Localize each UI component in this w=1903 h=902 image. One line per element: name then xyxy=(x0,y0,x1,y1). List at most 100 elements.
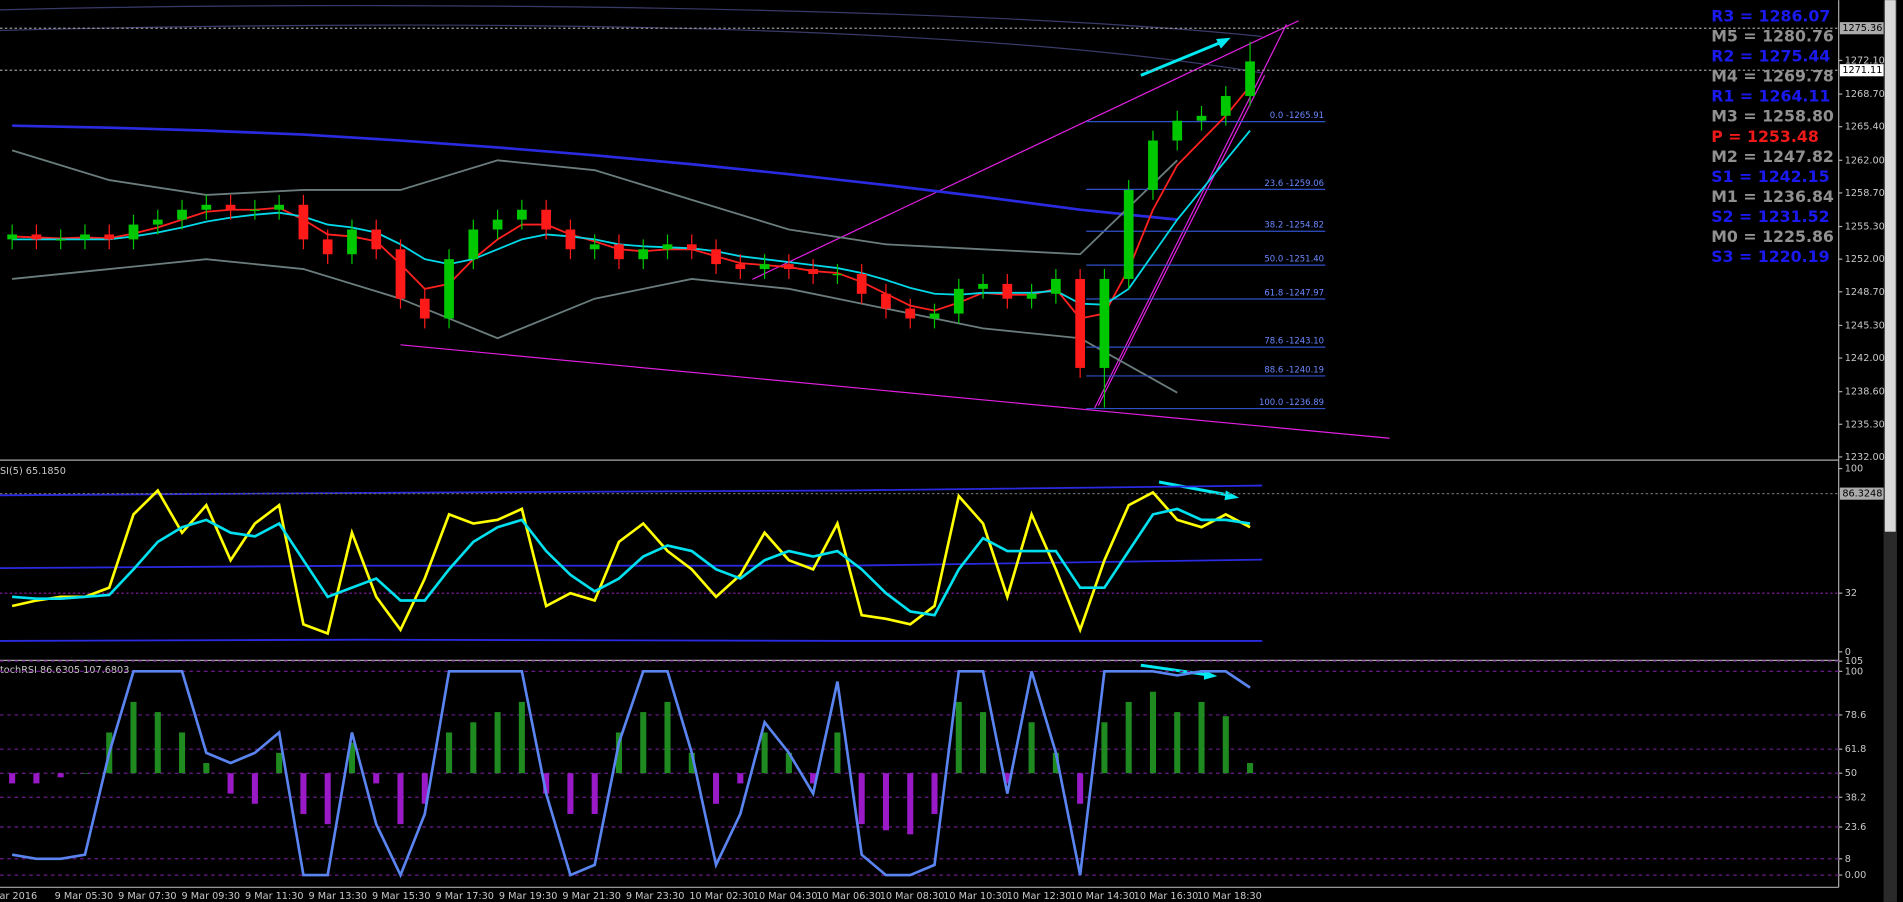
histogram-bar xyxy=(33,773,40,784)
candle-body xyxy=(686,244,697,250)
candle-body xyxy=(298,204,309,240)
pivot-label: S2 = 1231.52 xyxy=(1711,207,1829,226)
y-tick-label: 1268.70 xyxy=(1845,89,1885,100)
fib-label: 23.6 -1259.06 xyxy=(1264,179,1324,189)
candle-body xyxy=(152,219,163,225)
price-box xyxy=(1839,22,1884,35)
histogram-bar xyxy=(615,732,622,774)
fib-label: 38.2 -1254.82 xyxy=(1264,221,1324,231)
x-tick-label: 10 Mar 10:30 xyxy=(943,891,1008,902)
histogram-bar xyxy=(203,763,210,774)
pivot-label: R1 = 1264.11 xyxy=(1711,87,1830,106)
overlay-line xyxy=(12,258,1178,394)
x-tick-label: 10 Mar 04:30 xyxy=(753,891,818,902)
histogram-bar xyxy=(1004,773,1011,784)
x-tick-label: 10 Mar 16:30 xyxy=(1134,891,1199,902)
candle-body xyxy=(832,274,843,276)
candle-body xyxy=(711,249,721,265)
candle-body xyxy=(371,229,382,250)
candle-body xyxy=(177,209,187,220)
histogram-bar xyxy=(931,773,938,814)
candle-body xyxy=(395,249,406,299)
candle-body xyxy=(1026,293,1037,299)
candle-body xyxy=(128,224,139,240)
pivot-label: M0 = 1225.86 xyxy=(1711,227,1834,246)
y-tick-label: 1252.00 xyxy=(1845,254,1885,265)
histogram-bar xyxy=(81,773,88,774)
candle-body xyxy=(881,293,891,309)
candle-body xyxy=(55,239,66,241)
x-tick-label: 9 Mar 15:30 xyxy=(372,891,431,902)
histogram-bar xyxy=(9,773,16,784)
histogram-bar xyxy=(1222,716,1229,774)
arrow xyxy=(1140,39,1224,77)
rsi-band xyxy=(0,558,1263,570)
histogram-bar xyxy=(834,732,841,774)
y-tick-label: 1248.70 xyxy=(1845,287,1885,298)
y-tick-label: 1245.30 xyxy=(1845,320,1885,331)
y-tick-label: 1262.00 xyxy=(1845,155,1885,166)
histogram-bar xyxy=(737,773,744,784)
histogram-bar xyxy=(494,712,501,774)
histogram-bar xyxy=(785,752,792,774)
candle-body xyxy=(274,204,284,210)
trend-line xyxy=(1097,75,1266,406)
histogram-bar xyxy=(446,732,453,774)
y-tick-label: 1242.00 xyxy=(1845,353,1885,364)
histogram-bar xyxy=(470,722,477,774)
candle-body xyxy=(250,209,260,211)
y-tick-label: 32 xyxy=(1845,588,1857,599)
level-box xyxy=(1839,487,1884,500)
histogram-bar xyxy=(348,742,355,774)
histogram-bar xyxy=(591,773,598,814)
candle-body xyxy=(1196,115,1207,121)
x-tick-label: 10 Mar 14:30 xyxy=(1070,891,1135,902)
histogram-bar xyxy=(1149,691,1156,774)
arrow xyxy=(1158,480,1230,497)
y-tick-label: 23.6 xyxy=(1845,822,1867,833)
histogram-bar xyxy=(980,712,987,774)
x-tick-label: 9 Mar 21:30 xyxy=(562,891,621,902)
candle-body xyxy=(1172,120,1183,141)
y-tick-label: 50 xyxy=(1845,768,1857,779)
candle-body xyxy=(419,298,430,319)
y-tick-label: 1255.30 xyxy=(1845,222,1885,233)
x-tick-label: 10 Mar 18:30 xyxy=(1197,891,1262,902)
trend-line xyxy=(400,344,1390,439)
arrow-head xyxy=(1224,490,1240,501)
level-label: 86.3248 xyxy=(1842,489,1882,500)
fib-label: 61.8 -1247.97 xyxy=(1264,288,1324,298)
candle-body xyxy=(978,283,988,289)
candle-body xyxy=(31,234,42,240)
histogram-bar xyxy=(858,773,865,825)
histogram-bar xyxy=(179,732,186,774)
y-tick-label: 1238.60 xyxy=(1845,387,1885,398)
candle-body xyxy=(80,234,90,240)
candle-body xyxy=(735,264,746,270)
y-tick-label: 100 xyxy=(1845,464,1864,475)
candle-body xyxy=(322,239,333,255)
histogram-bar xyxy=(397,773,404,825)
pivot-label: S3 = 1220.19 xyxy=(1711,247,1829,266)
candle-body xyxy=(759,264,770,270)
candle-body xyxy=(1002,283,1013,299)
indicator-line xyxy=(12,130,1251,306)
indicator-line xyxy=(11,488,1251,636)
candle-body xyxy=(929,313,940,319)
x-tick-label: 9 Mar 11:30 xyxy=(245,891,304,902)
scrollbar-thumb[interactable] xyxy=(1884,0,1896,532)
arrow-head xyxy=(1216,37,1231,49)
candle-body xyxy=(589,244,600,250)
x-tick-label: 9 Mar 19:30 xyxy=(499,891,558,902)
candle-body xyxy=(662,244,673,250)
envelope xyxy=(0,24,1263,74)
histogram-bar xyxy=(300,773,307,814)
x-tick-label: 9 Mar 17:30 xyxy=(435,891,494,902)
histogram-bar xyxy=(1077,773,1084,804)
candle-body xyxy=(614,244,624,260)
panel-title: tochRSI 86.6305 107.6803 xyxy=(0,665,129,676)
candle-body xyxy=(1245,61,1255,97)
